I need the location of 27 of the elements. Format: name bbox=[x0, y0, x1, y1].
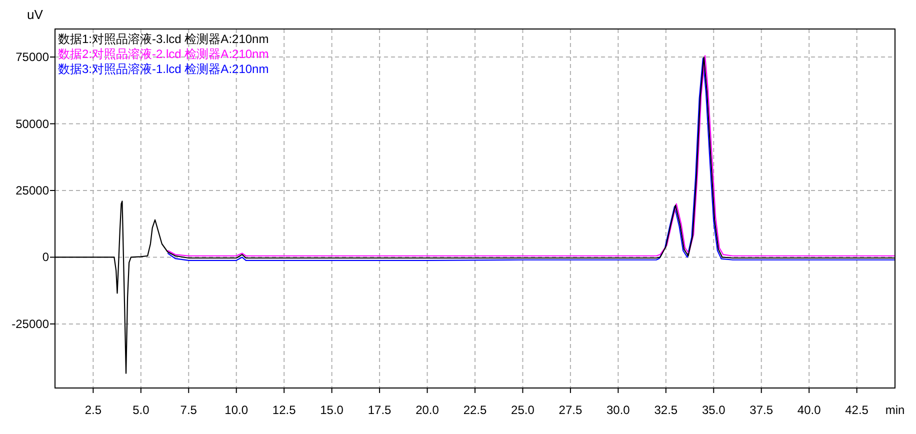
x-axis-title: min bbox=[885, 403, 905, 417]
y-tick-label: 50000 bbox=[16, 116, 50, 131]
y-axis-title: uV bbox=[27, 7, 44, 22]
x-tick-label: 37.5 bbox=[750, 403, 774, 417]
x-tick-label: 17.5 bbox=[368, 403, 392, 417]
y-tick-label: -25000 bbox=[12, 316, 50, 331]
y-tick-label: 0 bbox=[42, 250, 50, 264]
x-tick-label: 20.0 bbox=[416, 403, 440, 417]
x-tick-label: 27.5 bbox=[558, 403, 582, 417]
text: 数据3:对照品溶液-1.lcd 检测器A:210nm bbox=[58, 62, 269, 76]
x-tick-label: 35.0 bbox=[702, 403, 726, 417]
x-tick-label: 2.5 bbox=[84, 403, 102, 417]
x-tick-label: 22.5 bbox=[463, 403, 487, 417]
x-tick-label: 30.0 bbox=[606, 403, 630, 417]
x-tick-label: 10.0 bbox=[224, 403, 248, 417]
x-tick-label: 40.0 bbox=[797, 403, 822, 417]
x-tick-label: 7.5 bbox=[180, 403, 198, 417]
text: 数据2:对照品溶液-2.lcd 检测器A:210nm bbox=[58, 47, 269, 61]
y-tick-label: 75000 bbox=[16, 50, 50, 64]
text: 数据1:对照品溶液-3.lcd 检测器A:210nm bbox=[58, 32, 269, 46]
x-tick-label: 32.5 bbox=[654, 403, 678, 417]
x-tick-label: 42.5 bbox=[845, 403, 869, 417]
y-tick-label: 25000 bbox=[16, 183, 50, 198]
x-tick-label: 5.0 bbox=[132, 403, 150, 417]
x-tick-label: 12.5 bbox=[272, 403, 296, 417]
x-tick-label: 15.0 bbox=[320, 403, 344, 417]
x-tick-label: 25.0 bbox=[511, 403, 535, 417]
